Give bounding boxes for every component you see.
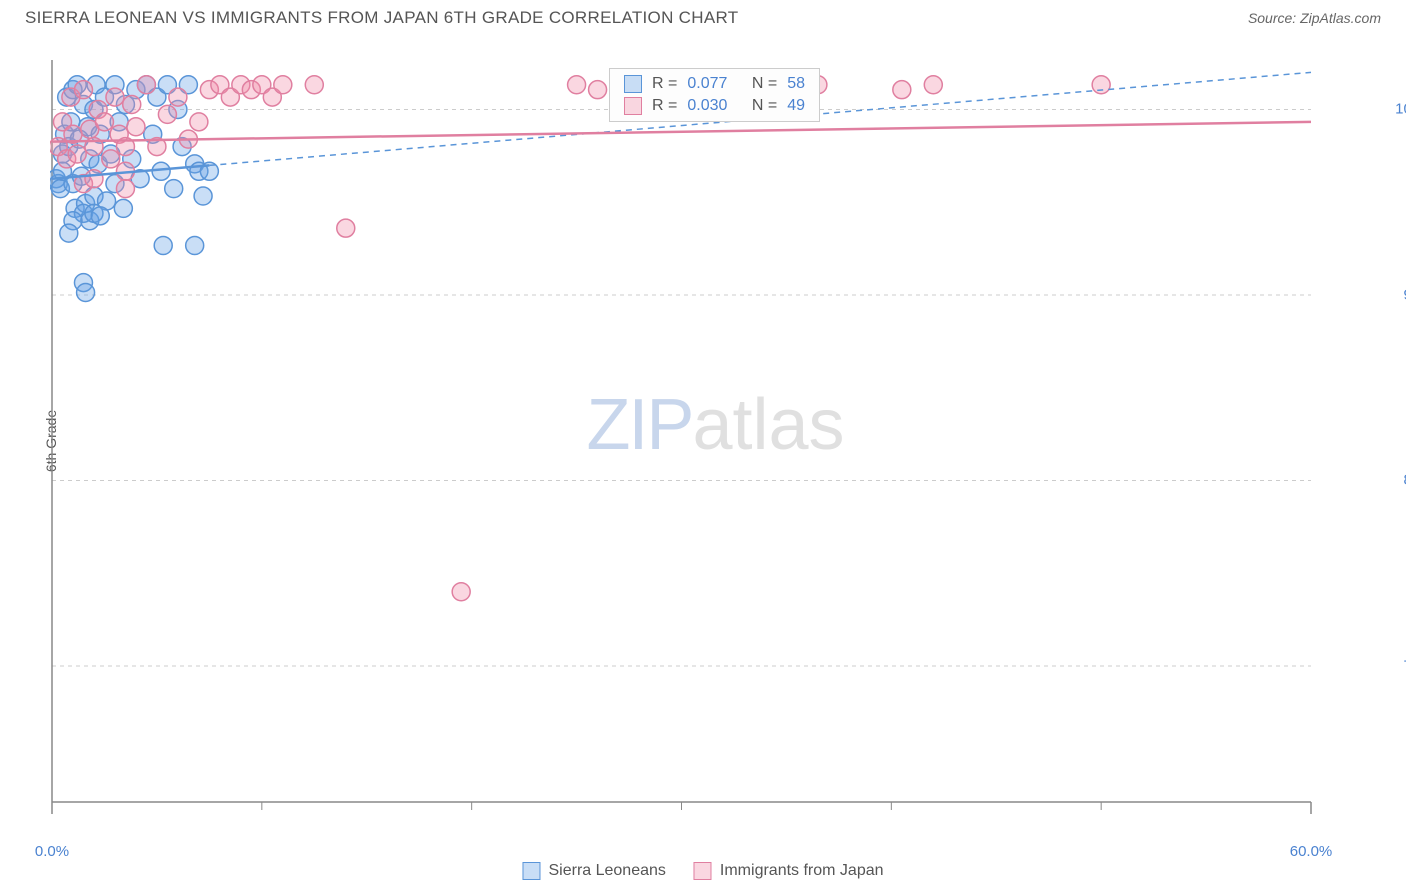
stat-n-label: N =: [752, 75, 777, 93]
stats-row-blue: R = 0.077 N = 58: [624, 73, 805, 95]
y-tick-label: 100.0%: [1395, 101, 1406, 118]
legend-swatch-pink-icon: [694, 862, 712, 880]
legend-label-pink: Immigrants from Japan: [720, 862, 884, 880]
legend-item-pink: Immigrants from Japan: [694, 862, 884, 880]
swatch-pink-icon: [624, 97, 642, 115]
legend-item-blue: Sierra Leoneans: [522, 862, 665, 880]
legend-swatch-blue-icon: [522, 862, 540, 880]
x-tick-label: 0.0%: [35, 843, 69, 860]
source-attribution: Source: ZipAtlas.com: [1248, 10, 1381, 26]
swatch-blue-icon: [624, 75, 642, 93]
stat-r-value-pink: 0.030: [687, 97, 727, 115]
stat-r-label: R =: [652, 75, 677, 93]
stat-r-value-blue: 0.077: [687, 75, 727, 93]
stat-n-value-pink: 49: [787, 97, 805, 115]
chart-area: 6th Grade ZIPatlas R = 0.077 N = 58 R = …: [50, 50, 1381, 832]
chart-title: SIERRA LEONEAN VS IMMIGRANTS FROM JAPAN …: [25, 8, 738, 28]
stat-r-label: R =: [652, 97, 677, 115]
bottom-legend: Sierra Leoneans Immigrants from Japan: [522, 862, 883, 880]
stat-n-value-blue: 58: [787, 75, 805, 93]
stat-n-label: N =: [752, 97, 777, 115]
legend-label-blue: Sierra Leoneans: [548, 862, 665, 880]
x-tick-label: 60.0%: [1290, 843, 1333, 860]
stats-box: R = 0.077 N = 58 R = 0.030 N = 49: [609, 68, 820, 122]
stats-row-pink: R = 0.030 N = 49: [624, 95, 805, 117]
scatter-plot: [50, 50, 1381, 832]
